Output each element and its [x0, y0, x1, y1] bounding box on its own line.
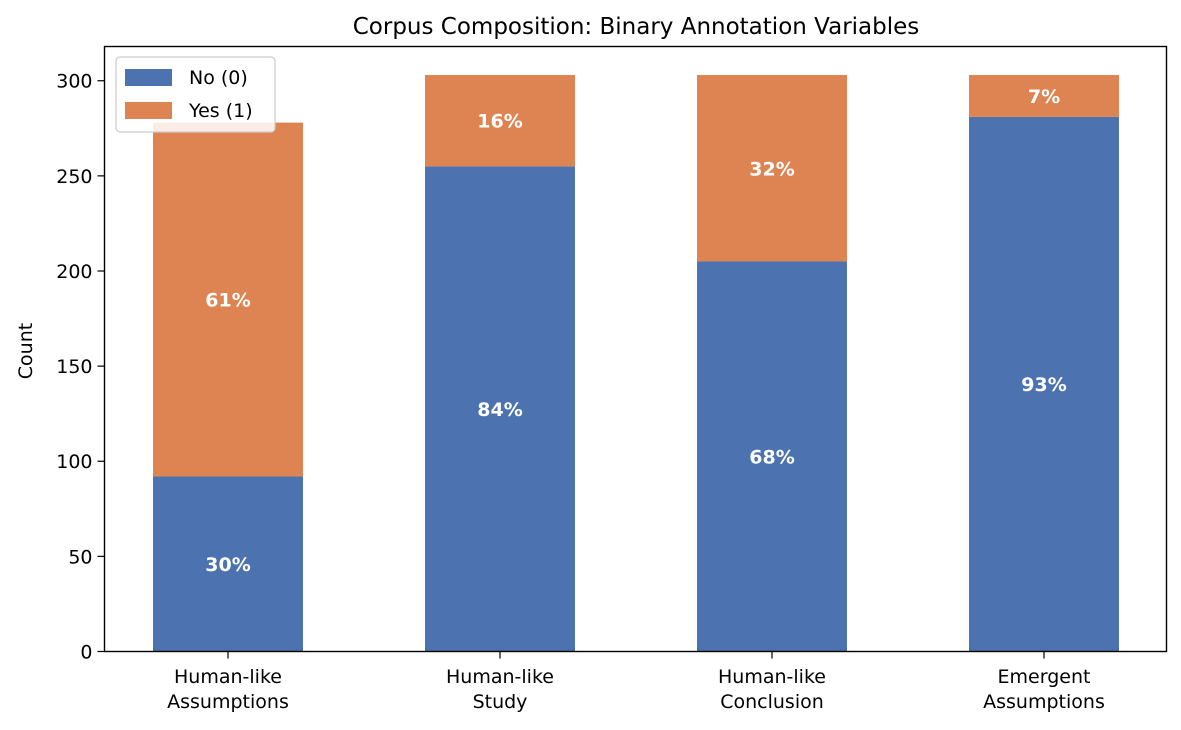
bar-no-0 — [153, 476, 303, 652]
bar-yes-0 — [153, 122, 303, 477]
x-tick-label: Emergent Assumptions — [983, 666, 1105, 713]
legend-swatch-no — [125, 69, 172, 86]
y-tick-label: 0 — [80, 642, 92, 664]
x-axis: Human-like Assumptions Human-like Study Huma… — [167, 651, 1105, 713]
legend: No (0) Yes (1) — [115, 56, 276, 133]
plot-frame — [103, 45, 1168, 653]
legend-label-no: No (0) — [189, 67, 248, 89]
x-tick-label: Human-like Study — [446, 666, 554, 713]
y-tick-label: 150 — [56, 356, 92, 378]
bar-no-1 — [425, 166, 575, 652]
y-tick-label: 300 — [56, 71, 92, 93]
x-tick-label: Human-like Conclusion — [718, 666, 826, 713]
bar-no-3 — [969, 116, 1119, 652]
bar-label-no-0: 30% — [205, 554, 250, 576]
bar-label-yes-2: 32% — [749, 158, 794, 180]
bar-yes-2 — [697, 75, 847, 262]
bar-label-yes-0: 61% — [205, 290, 250, 312]
legend-swatch-yes — [125, 102, 172, 119]
plot-area: 30% 61% 84% 16% 68% 32% 93% 7% — [153, 75, 1119, 652]
y-tick-label: 100 — [56, 451, 92, 473]
bar-yes-3 — [969, 75, 1119, 117]
bar-label-yes-3: 7% — [1028, 86, 1060, 108]
legend-label-yes: Yes (1) — [188, 100, 253, 122]
bar-label-no-2: 68% — [749, 446, 794, 468]
y-axis-label: Count — [15, 323, 37, 379]
y-tick-label: 250 — [56, 166, 92, 188]
bar-label-no-1: 84% — [477, 399, 522, 421]
y-tick-label: 200 — [56, 261, 92, 283]
y-tick-label: 50 — [68, 546, 92, 568]
x-tick-label: Human-like Assumptions — [167, 666, 289, 713]
bar-label-no-3: 93% — [1021, 374, 1066, 396]
y-axis: 0 50 100 150 200 250 300 — [56, 71, 105, 664]
chart-title: Corpus Composition: Binary Annotation Va… — [353, 14, 920, 40]
bar-yes-1 — [425, 75, 575, 167]
bar-no-2 — [697, 261, 847, 652]
bar-label-yes-1: 16% — [477, 111, 522, 133]
